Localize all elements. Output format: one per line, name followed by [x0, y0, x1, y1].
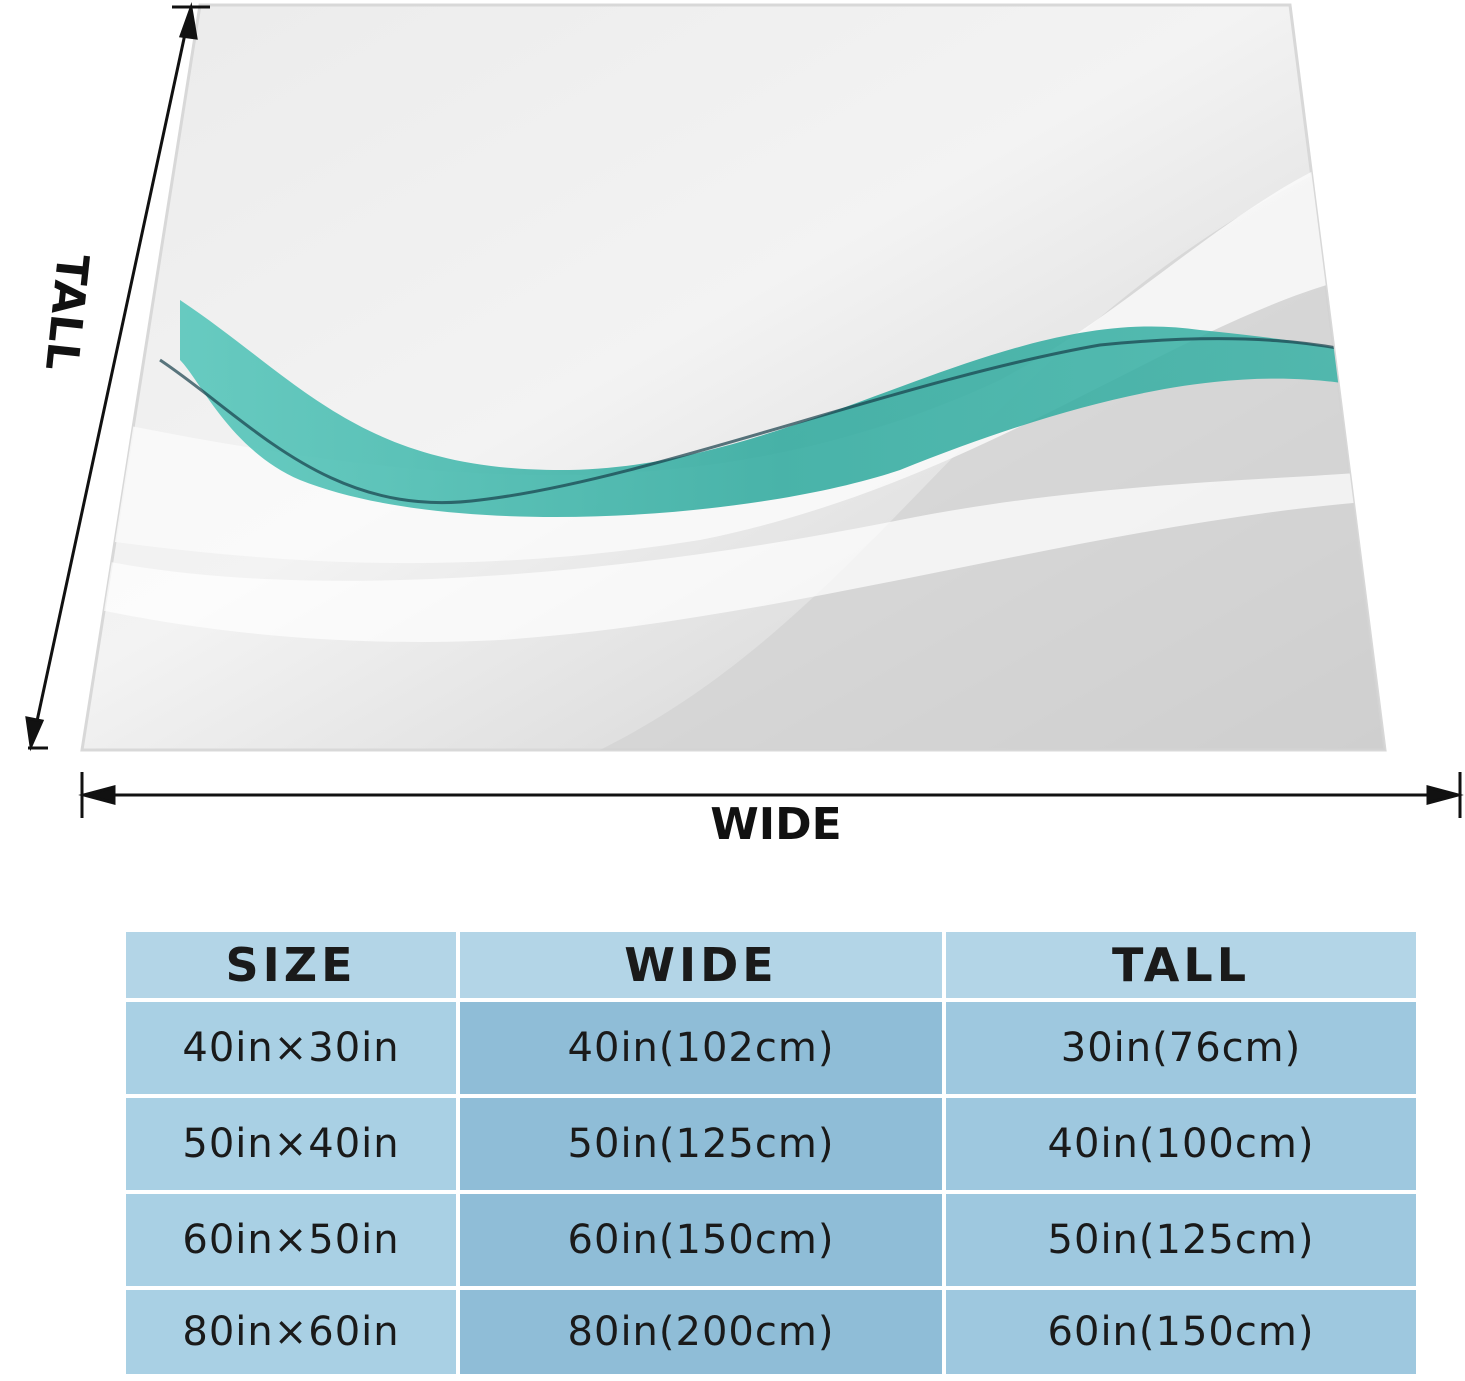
table-row: 80in×60in 80in(200cm) 60in(150cm) [122, 1286, 1420, 1378]
table-row: 40in×30in 40in(102cm) 30in(76cm) [122, 998, 1420, 1098]
table-row: 60in×50in 60in(150cm) 50in(125cm) [122, 1190, 1420, 1290]
tall-arrow [25, 2, 210, 752]
table-cell: 50in(125cm) [942, 1190, 1420, 1290]
table-cell: 30in(76cm) [942, 998, 1420, 1098]
table-cell: 80in(200cm) [456, 1286, 946, 1378]
table-body: 40in×30in 40in(102cm) 30in(76cm) 50in×40in 5… [122, 998, 1420, 1378]
table-cell: 60in(150cm) [456, 1190, 946, 1290]
wide-arrow [78, 772, 1464, 818]
table-cell: 80in×60in [122, 1286, 460, 1378]
table-cell: 50in×40in [122, 1094, 460, 1194]
tall-label: TALL [35, 252, 98, 373]
table-header: SIZE WIDE TALL [122, 928, 1420, 1002]
table-cell: 60in×50in [122, 1190, 460, 1290]
table-cell: 60in(150cm) [942, 1286, 1420, 1378]
blanket-illustration: TALL WIDE [25, 2, 1464, 850]
size-table: SIZE WIDE TALL 40in×30in 40in(102cm) 30in(76… [122, 928, 1420, 1378]
wide-label: WIDE [710, 799, 841, 850]
header-cell: WIDE [456, 928, 946, 1002]
header-cell: SIZE [122, 928, 460, 1002]
table-cell: 40in(102cm) [456, 998, 946, 1098]
table-cell: 50in(125cm) [456, 1094, 946, 1194]
header-cell: TALL [942, 928, 1420, 1002]
table-row: 50in×40in 50in(125cm) 40in(100cm) [122, 1094, 1420, 1194]
table-cell: 40in(100cm) [942, 1094, 1420, 1194]
table-cell: 40in×30in [122, 998, 460, 1098]
